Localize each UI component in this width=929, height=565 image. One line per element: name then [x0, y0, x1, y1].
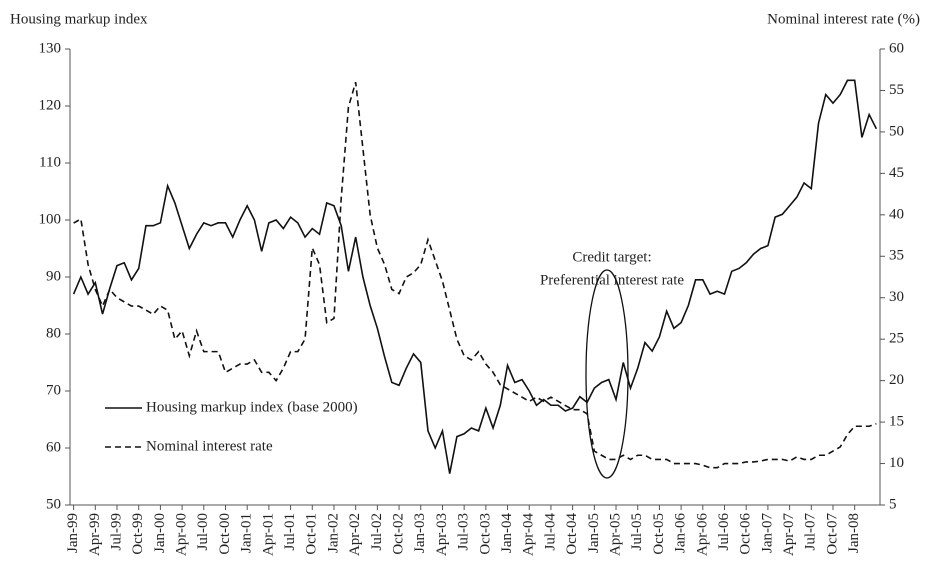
x-tick-label: Jan-99 [65, 513, 81, 553]
y2-tick-label: 30 [889, 289, 904, 305]
y2-axis-title: Nominal interest rate (%) [767, 11, 920, 27]
x-tick-label: Oct-06 [738, 513, 754, 555]
x-tick-label: Oct-07 [824, 513, 840, 555]
x-tick-label: Jan-01 [239, 513, 255, 553]
y2-tick-label: 10 [889, 455, 904, 471]
series-line [73, 81, 877, 469]
highlight-ellipse [585, 269, 629, 479]
x-tick-label: Apr-06 [694, 513, 710, 557]
x-tick-label: Jan-05 [586, 513, 602, 553]
x-tick-label: Jan-04 [499, 513, 515, 553]
x-tick-label: Jan-03 [412, 513, 428, 553]
x-tick-label: Oct-04 [564, 513, 580, 555]
x-tick-label: Jul-06 [716, 513, 732, 551]
x-tick-label: Oct-02 [391, 513, 407, 555]
x-tick-label: Jul-99 [108, 513, 124, 551]
x-tick-label: Oct-03 [477, 513, 493, 555]
y-tick-label: 60 [46, 439, 61, 455]
y2-tick-label: 15 [889, 414, 904, 430]
x-tick-label: Apr-05 [607, 513, 623, 556]
y2-tick-label: 45 [889, 165, 904, 181]
x-tick-label: Apr-07 [781, 513, 797, 557]
series-line [72, 79, 878, 474]
y-tick-label: 110 [39, 154, 61, 170]
legend-label: Nominal interest rate [146, 438, 273, 454]
x-tick-label: Apr-04 [521, 513, 537, 557]
x-tick-label: Apr-99 [87, 513, 103, 556]
y2-tick-label: 55 [889, 82, 904, 98]
x-tick-label: Jan-02 [325, 513, 341, 553]
x-tick-label: Jul-05 [629, 513, 645, 551]
y-axis-title: Housing markup index [10, 11, 148, 27]
x-tick-label: Apr-02 [347, 513, 363, 556]
x-tick-label: Jan-07 [759, 513, 775, 553]
x-tick-label: Jan-00 [152, 513, 168, 553]
x-tick-label: Jul-01 [282, 513, 298, 551]
x-tick-label: Oct-05 [651, 513, 667, 555]
annotation: Credit target: [572, 249, 651, 265]
x-tick-label: Oct-99 [130, 513, 146, 555]
x-tick-label: Jul-02 [369, 513, 385, 551]
y2-tick-label: 50 [889, 123, 904, 139]
y2-tick-label: 20 [889, 372, 904, 388]
y-tick-label: 50 [46, 496, 61, 512]
y2-tick-label: 35 [889, 248, 904, 264]
x-tick-label: Jul-00 [195, 513, 211, 551]
x-tick-label: Jul-07 [803, 513, 819, 551]
y2-tick-label: 60 [889, 40, 904, 56]
x-tick-label: Apr-03 [434, 513, 450, 556]
x-tick-label: Jul-03 [456, 513, 472, 551]
y-tick-label: 100 [39, 211, 62, 227]
y-tick-label: 80 [46, 325, 61, 341]
y-tick-label: 70 [46, 382, 61, 398]
x-tick-label: Oct-01 [304, 513, 320, 555]
x-tick-label: Apr-01 [260, 513, 276, 556]
y2-tick-label: 25 [889, 331, 904, 347]
x-tick-label: Apr-00 [174, 513, 190, 556]
y-tick-label: 130 [39, 40, 62, 56]
y2-tick-label: 5 [889, 496, 897, 512]
legend-label: Housing markup index (base 2000) [146, 399, 358, 415]
y-tick-label: 120 [39, 97, 62, 113]
x-tick-label: Oct-00 [217, 513, 233, 555]
y-tick-label: 90 [46, 268, 61, 284]
x-tick-label: Jul-04 [542, 513, 558, 551]
x-tick-label: Jan-08 [846, 513, 862, 553]
y2-tick-label: 40 [889, 206, 904, 222]
annotation: Preferential interest rate [540, 272, 684, 288]
x-tick-label: Jan-06 [673, 513, 689, 553]
